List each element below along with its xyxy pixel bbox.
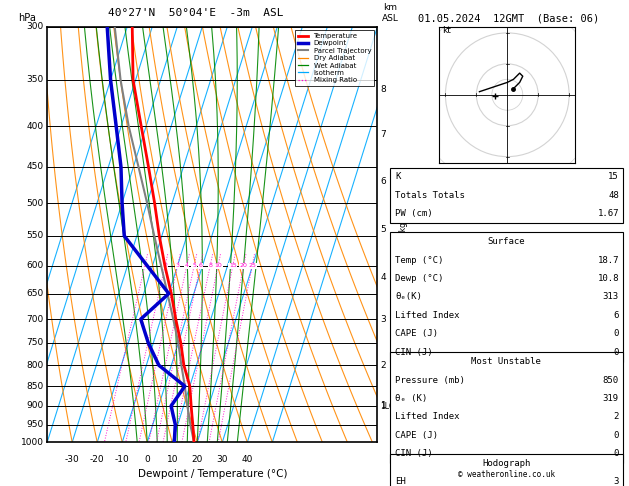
Text: 48: 48	[608, 191, 619, 200]
Text: 1: 1	[381, 401, 386, 410]
Text: Lifted Index: Lifted Index	[395, 413, 460, 421]
Text: CAPE (J): CAPE (J)	[395, 330, 438, 338]
Text: Dewp (°C): Dewp (°C)	[395, 274, 443, 283]
Text: 5: 5	[192, 263, 196, 268]
Text: Totals Totals: Totals Totals	[395, 191, 465, 200]
Text: 950: 950	[26, 420, 44, 429]
Text: 0: 0	[613, 431, 619, 440]
Text: 319: 319	[603, 394, 619, 403]
Text: 3: 3	[175, 263, 179, 268]
Text: Most Unstable: Most Unstable	[471, 357, 542, 366]
Text: 15: 15	[229, 263, 237, 268]
Text: 750: 750	[26, 338, 44, 347]
Text: Temp (°C): Temp (°C)	[395, 256, 443, 264]
Text: 2: 2	[613, 413, 619, 421]
Text: 4: 4	[381, 273, 386, 282]
Text: 3: 3	[381, 314, 386, 324]
Text: -20: -20	[90, 455, 104, 464]
Text: 5: 5	[381, 225, 386, 234]
Text: 6: 6	[613, 311, 619, 320]
Text: 313: 313	[603, 293, 619, 301]
Text: -30: -30	[65, 455, 79, 464]
Text: 8: 8	[381, 85, 386, 94]
Text: 600: 600	[26, 261, 44, 270]
Text: 1: 1	[143, 263, 147, 268]
Text: -10: -10	[115, 455, 130, 464]
Text: Surface: Surface	[487, 237, 525, 246]
Legend: Temperature, Dewpoint, Parcel Trajectory, Dry Adiabat, Wet Adiabat, Isotherm, Mi: Temperature, Dewpoint, Parcel Trajectory…	[295, 30, 374, 86]
Text: θₑ(K): θₑ(K)	[395, 293, 422, 301]
Text: 350: 350	[26, 75, 44, 85]
Text: kt: kt	[442, 26, 451, 35]
Text: 4: 4	[185, 263, 189, 268]
Text: 01.05.2024  12GMT  (Base: 06): 01.05.2024 12GMT (Base: 06)	[418, 14, 599, 24]
Text: Dewpoint / Temperature (°C): Dewpoint / Temperature (°C)	[138, 469, 287, 479]
Text: K: K	[395, 173, 401, 181]
Text: CAPE (J): CAPE (J)	[395, 431, 438, 440]
Text: 500: 500	[26, 199, 44, 208]
Text: 15: 15	[608, 173, 619, 181]
Text: θₑ (K): θₑ (K)	[395, 394, 427, 403]
Text: 550: 550	[26, 231, 44, 241]
Text: 2: 2	[381, 361, 386, 370]
Text: 700: 700	[26, 314, 44, 324]
Text: 850: 850	[603, 376, 619, 384]
Text: 6: 6	[381, 177, 386, 186]
Text: 400: 400	[27, 122, 44, 131]
Text: 0: 0	[613, 348, 619, 357]
Text: 40: 40	[242, 455, 253, 464]
Text: PW (cm): PW (cm)	[395, 209, 433, 218]
Text: 450: 450	[27, 162, 44, 171]
Text: 10.8: 10.8	[598, 274, 619, 283]
Text: 10: 10	[214, 263, 222, 268]
Text: EH: EH	[395, 477, 406, 486]
Text: 650: 650	[26, 289, 44, 298]
Text: 7: 7	[381, 130, 386, 139]
Text: km
ASL: km ASL	[382, 3, 399, 22]
Text: hPa: hPa	[18, 13, 36, 22]
Text: 1LCL: 1LCL	[381, 402, 399, 411]
Text: 30: 30	[216, 455, 228, 464]
Text: 8: 8	[208, 263, 212, 268]
Text: CIN (J): CIN (J)	[395, 348, 433, 357]
Text: 1.67: 1.67	[598, 209, 619, 218]
Text: 10: 10	[167, 455, 178, 464]
Text: 6: 6	[198, 263, 202, 268]
Text: 20: 20	[192, 455, 203, 464]
Text: Lifted Index: Lifted Index	[395, 311, 460, 320]
Text: Pressure (mb): Pressure (mb)	[395, 376, 465, 384]
Text: © weatheronline.co.uk: © weatheronline.co.uk	[458, 470, 555, 479]
Text: Hodograph: Hodograph	[482, 459, 530, 468]
Text: Mixing Ratio (g/kg): Mixing Ratio (g/kg)	[399, 219, 408, 292]
Text: 850: 850	[26, 382, 44, 391]
Text: 0: 0	[613, 330, 619, 338]
Text: 2: 2	[163, 263, 167, 268]
Text: 18.7: 18.7	[598, 256, 619, 264]
Text: 0: 0	[613, 450, 619, 458]
Text: 40°27'N  50°04'E  -3m  ASL: 40°27'N 50°04'E -3m ASL	[108, 8, 284, 18]
Text: 25: 25	[248, 263, 256, 268]
Text: 1000: 1000	[21, 438, 44, 447]
Text: 20: 20	[240, 263, 248, 268]
Text: 900: 900	[26, 401, 44, 410]
Text: 300: 300	[26, 22, 44, 31]
Text: 0: 0	[145, 455, 150, 464]
Text: 3: 3	[613, 477, 619, 486]
Text: 800: 800	[26, 361, 44, 370]
Text: CIN (J): CIN (J)	[395, 450, 433, 458]
